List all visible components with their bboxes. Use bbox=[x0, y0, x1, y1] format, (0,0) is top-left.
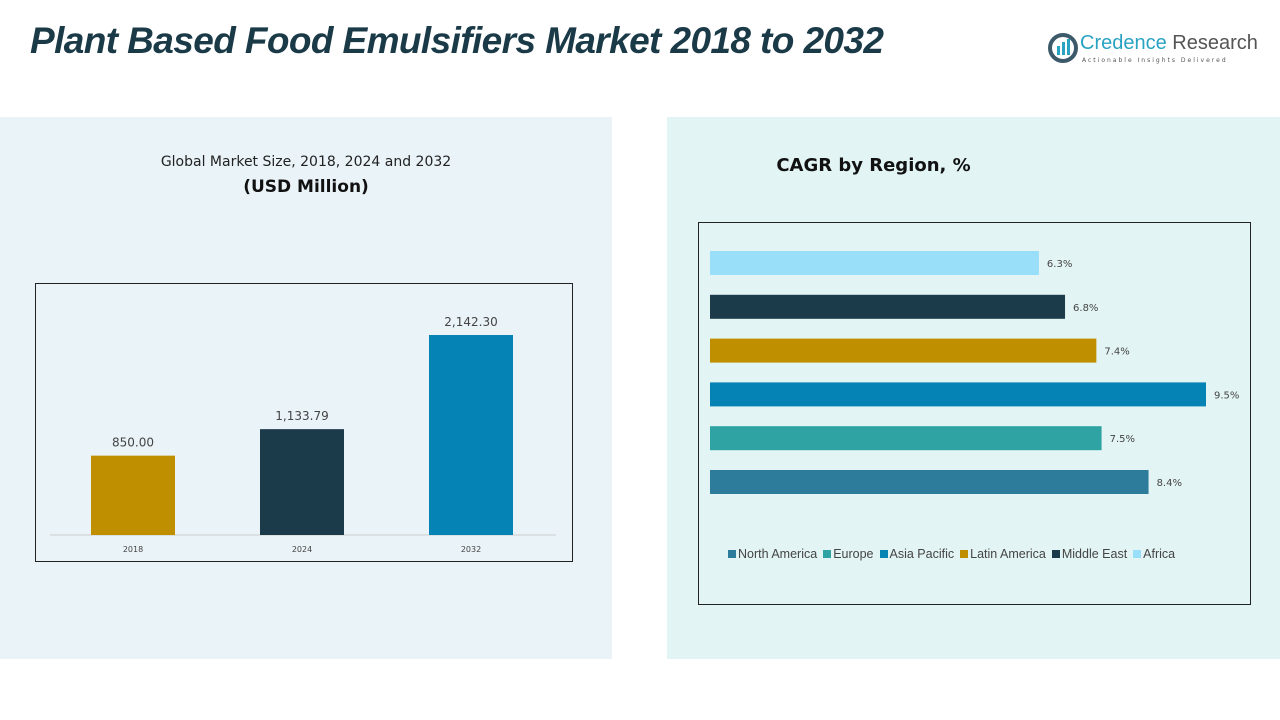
logo-icon bbox=[1048, 33, 1078, 63]
logo: Credence Research Actionable Insights De… bbox=[1048, 32, 1274, 68]
legend-swatch bbox=[823, 550, 832, 558]
bar-north-america bbox=[710, 470, 1149, 494]
legend-item: North America bbox=[728, 547, 817, 561]
legend-label: North America bbox=[738, 547, 818, 561]
market-size-chart-frame bbox=[35, 283, 573, 562]
left-chart-subtitle: (USD Million) bbox=[243, 177, 369, 197]
bar-middle-east bbox=[710, 294, 1066, 319]
bar-europe bbox=[710, 426, 1102, 451]
page-title: Plant Based Food Emulsifiers Market 2018… bbox=[30, 20, 884, 61]
data-label-europe: 7.5% bbox=[1110, 434, 1135, 445]
legend-swatch bbox=[1133, 550, 1142, 558]
legend-item: Asia Pacific bbox=[879, 547, 955, 561]
legend-item: Europe bbox=[823, 547, 874, 561]
data-label-latin-america: 7.4% bbox=[1104, 347, 1129, 358]
legend-label: Europe bbox=[833, 547, 874, 561]
data-label-2018: 850.00 bbox=[112, 436, 154, 450]
data-label-north-america: 8.4% bbox=[1157, 478, 1182, 489]
bar-2032 bbox=[429, 335, 513, 535]
legend-label: Africa bbox=[1143, 547, 1176, 561]
legend-swatch bbox=[960, 550, 969, 558]
logo-name: Credence bbox=[1080, 32, 1167, 54]
legend-item: Latin America bbox=[960, 547, 1046, 561]
legend-swatch bbox=[1051, 550, 1060, 558]
legend-label: Asia Pacific bbox=[889, 547, 955, 561]
bar-latin-america bbox=[710, 338, 1097, 363]
x-tick-2032: 2032 bbox=[461, 545, 481, 554]
data-label-asia-pacific: 9.5% bbox=[1214, 390, 1239, 401]
legend-label: Middle East bbox=[1061, 547, 1128, 561]
left-chart-title: Global Market Size, 2018, 2024 and 2032 bbox=[160, 154, 452, 170]
cagr-legend: North America Europe Asia Pacific Latin Ame… bbox=[728, 547, 1175, 561]
bar-2024 bbox=[260, 429, 344, 535]
legend-item: Middle East bbox=[1051, 547, 1128, 561]
data-label-africa: 6.3% bbox=[1047, 259, 1072, 270]
data-label-2024: 1,133.79 bbox=[275, 409, 328, 423]
logo-name-2: Research bbox=[1166, 32, 1258, 54]
cagr-chart-frame bbox=[698, 222, 1251, 605]
legend-item: Africa bbox=[1133, 547, 1175, 561]
bar-asia-pacific bbox=[710, 382, 1206, 407]
data-label-middle-east: 6.8% bbox=[1073, 303, 1098, 314]
right-chart-title: CAGR by Region, % bbox=[776, 155, 971, 176]
logo-tagline: Actionable Insights Delivered bbox=[1082, 57, 1228, 64]
x-tick-2018: 2018 bbox=[123, 545, 143, 554]
bar-2018 bbox=[91, 455, 175, 535]
bar-africa bbox=[710, 251, 1039, 275]
legend-swatch bbox=[879, 550, 888, 558]
legend-swatch bbox=[728, 550, 736, 558]
data-label-2032: 2,142.30 bbox=[444, 315, 497, 329]
legend-label: Latin America bbox=[970, 547, 1046, 561]
x-tick-2024: 2024 bbox=[292, 545, 312, 554]
